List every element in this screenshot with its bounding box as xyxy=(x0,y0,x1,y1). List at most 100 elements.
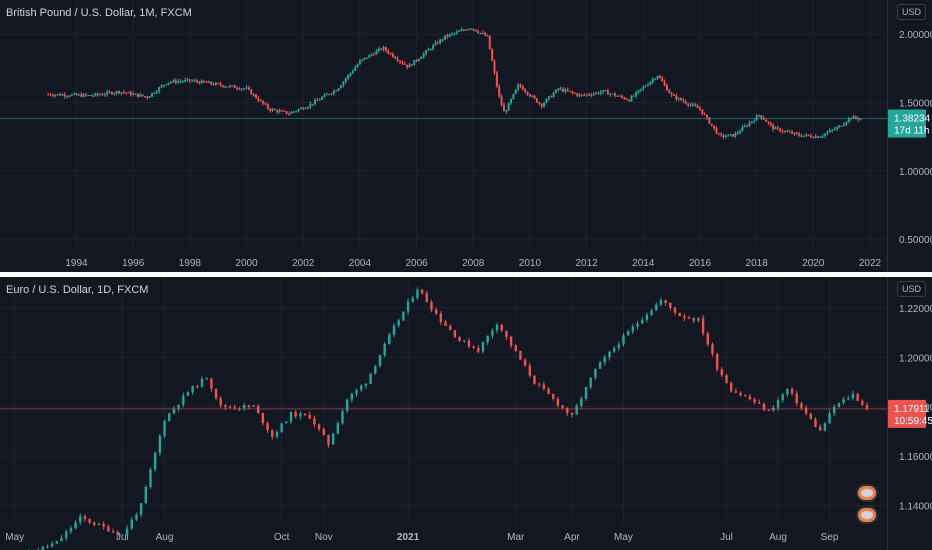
candle xyxy=(226,86,229,88)
chart-event-icon[interactable] xyxy=(856,484,878,502)
candle xyxy=(113,93,116,95)
candle xyxy=(547,388,550,395)
x-tick-label: Jul xyxy=(116,532,129,543)
candle xyxy=(576,93,579,96)
candle xyxy=(566,89,569,92)
candle xyxy=(458,337,461,341)
candle xyxy=(212,84,215,86)
candle xyxy=(821,135,824,137)
candle xyxy=(132,93,135,95)
candle xyxy=(162,84,165,86)
candle xyxy=(828,130,831,133)
candle xyxy=(753,399,756,403)
candle xyxy=(851,393,855,399)
candle xyxy=(443,35,446,40)
last-price-label xyxy=(888,399,926,428)
candle xyxy=(55,541,59,544)
candle xyxy=(474,29,477,32)
candle xyxy=(203,80,206,83)
candle xyxy=(635,91,638,96)
candle xyxy=(649,81,652,85)
candle xyxy=(349,72,352,76)
candle xyxy=(545,98,548,103)
candle xyxy=(448,34,451,37)
candle xyxy=(694,104,697,107)
gbpusd-currency-label[interactable]: USD xyxy=(896,4,926,20)
candle xyxy=(165,84,168,86)
x-tick-label: May xyxy=(614,532,633,543)
candle xyxy=(344,78,347,82)
candle xyxy=(327,434,330,445)
candle xyxy=(242,405,246,409)
chart-event-icon[interactable] xyxy=(856,506,878,524)
candle xyxy=(533,95,536,99)
candle xyxy=(779,128,782,132)
candle xyxy=(309,103,312,107)
candle xyxy=(174,80,177,83)
candle xyxy=(498,86,501,97)
candle xyxy=(561,88,564,92)
gbpusd-chart[interactable]: 2.00000 1.50000 1.00000 0.50000 1994 1996 1998… xyxy=(0,0,932,272)
candle xyxy=(92,95,95,97)
candle xyxy=(361,59,364,61)
candle xyxy=(415,60,418,62)
candle xyxy=(703,113,706,115)
candle xyxy=(706,114,709,118)
candle xyxy=(580,398,583,406)
x-tick-label: 2006 xyxy=(405,258,428,269)
candle xyxy=(388,334,391,345)
countdown-timer: 10:59:45 xyxy=(894,416,932,427)
candle xyxy=(611,93,614,95)
candle xyxy=(807,134,810,136)
candle xyxy=(125,92,128,94)
candle xyxy=(383,344,386,356)
candle xyxy=(597,92,600,94)
candle xyxy=(715,128,718,134)
candle xyxy=(729,134,732,136)
eurusd-currency-label[interactable]: USD xyxy=(896,281,926,297)
candle xyxy=(299,107,302,110)
candle xyxy=(102,523,105,527)
candle xyxy=(177,81,180,83)
candle xyxy=(51,95,54,97)
candle xyxy=(275,432,279,437)
candle xyxy=(625,99,628,101)
candle xyxy=(167,82,170,85)
candle xyxy=(228,407,232,409)
candle xyxy=(337,88,340,91)
candle xyxy=(345,399,349,411)
x-tick-label: 2000 xyxy=(235,258,258,269)
candle xyxy=(323,94,326,98)
y-tick-label: 1.22000 xyxy=(899,304,932,315)
gbpusd-chart-pane[interactable]: 2.00000 1.50000 1.00000 0.50000 1994 1996 1998… xyxy=(0,0,932,272)
candle xyxy=(753,120,756,122)
candle xyxy=(739,392,742,395)
candle xyxy=(664,300,667,303)
candle xyxy=(645,314,649,320)
candle xyxy=(748,396,752,400)
candle xyxy=(200,378,204,387)
candle xyxy=(606,90,609,95)
candle xyxy=(484,33,487,36)
candle xyxy=(47,94,50,96)
eurusd-chart[interactable]: 1.220001.200001.180001.160001.14000MayJu… xyxy=(0,277,932,550)
candle xyxy=(70,94,73,96)
candle xyxy=(727,134,730,137)
candle xyxy=(120,92,123,94)
candle xyxy=(599,92,602,94)
candle xyxy=(96,93,99,95)
last-price-value: 1.38234 xyxy=(894,114,931,125)
candle xyxy=(729,383,733,392)
candle xyxy=(519,84,522,87)
candle xyxy=(355,389,358,394)
candle xyxy=(252,94,255,96)
candle xyxy=(536,98,539,103)
x-tick-label: May xyxy=(5,532,24,543)
eurusd-chart-pane[interactable]: 1.220001.200001.180001.160001.14000MayJu… xyxy=(0,277,932,550)
candle xyxy=(285,421,288,424)
candle xyxy=(463,340,466,342)
candle xyxy=(217,83,220,85)
x-tick-label: Aug xyxy=(156,532,174,543)
candle xyxy=(61,94,64,96)
candle xyxy=(219,398,222,406)
